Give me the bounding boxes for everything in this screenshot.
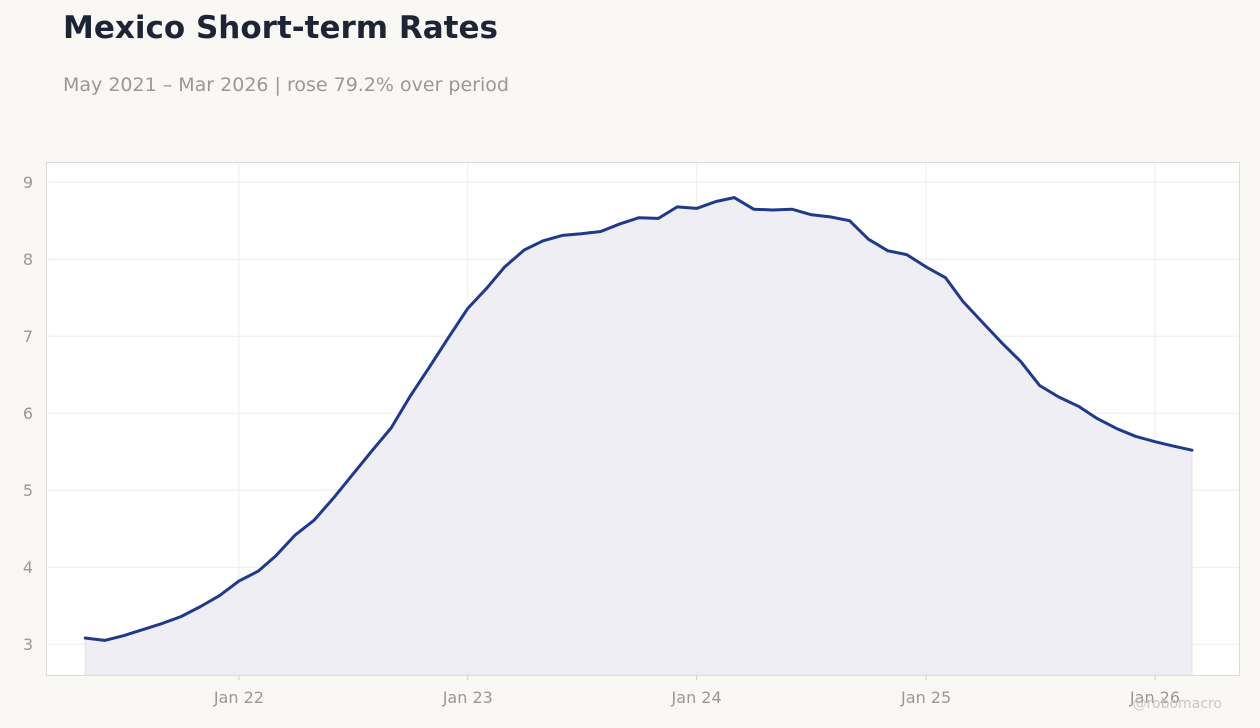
y-tick-label: 4 [23,558,33,577]
y-tick-label: 9 [23,173,33,192]
x-tick-label: Jan 22 [213,688,264,707]
chart-subtitle: May 2021 – Mar 2026 | rose 79.2% over pe… [63,74,509,96]
x-tick-label: Jan 26 [1129,688,1180,707]
series-area [83,196,1194,676]
x-tick-label: Jan 25 [900,688,951,707]
x-tick-label: Jan 24 [671,688,722,707]
watermark: @robomacro [1132,696,1222,712]
x-axis: Jan 22 Jan 23 Jan 24 Jan 25 Jan 26 [213,675,1180,707]
series-line [83,196,1194,642]
y-axis: 3 4 5 6 7 8 9 [23,173,33,654]
y-tick-label: 5 [23,481,33,500]
y-tick-label: 3 [23,635,33,654]
x-tick-label: Jan 23 [442,688,493,707]
y-tick-label: 7 [23,327,33,346]
chart-title: Mexico Short-term Rates [63,10,498,46]
y-tick-label: 8 [23,250,33,269]
y-tick-label: 6 [23,404,33,423]
